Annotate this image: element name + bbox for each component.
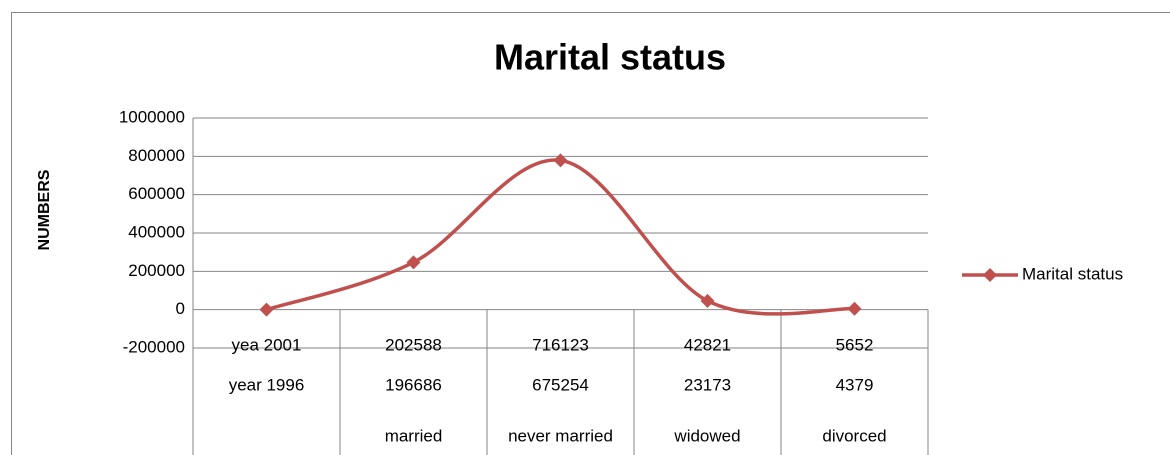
- x-tick-label: yea 2001: [232, 335, 302, 354]
- x-tick-label: 5652: [836, 335, 874, 354]
- x-tick-label: 202588: [385, 335, 442, 354]
- y-tick-label: 600000: [128, 184, 185, 203]
- x-tick-label: 42821: [684, 335, 731, 354]
- chart-border: [11, 12, 1170, 455]
- y-tick-label: 200000: [128, 261, 185, 280]
- x-tick-label: widowed: [673, 426, 740, 445]
- x-tick-label: 196686: [385, 375, 442, 394]
- data-point: [847, 301, 862, 316]
- x-tick-label: year 1996: [229, 375, 305, 394]
- x-tick-label: 675254: [532, 375, 589, 394]
- y-tick-label: 0: [176, 299, 185, 318]
- x-tick-label: 23173: [684, 375, 731, 394]
- x-tick-label: never married: [508, 426, 613, 445]
- y-tick-label: 400000: [128, 222, 185, 241]
- y-tick-label: -200000: [123, 337, 185, 356]
- data-point: [553, 153, 568, 168]
- legend-label: Marital status: [1022, 264, 1123, 283]
- y-axis-title: NUMBERS: [36, 169, 53, 250]
- y-tick-label: 800000: [128, 146, 185, 165]
- x-tick-label: divorced: [822, 426, 886, 445]
- data-point: [259, 302, 274, 317]
- legend-marker: [983, 268, 997, 282]
- y-tick-label: 1000000: [119, 107, 185, 126]
- chart-title: Marital status: [494, 37, 726, 78]
- x-tick-label: 4379: [836, 375, 874, 394]
- data-point: [700, 293, 715, 308]
- x-tick-label: married: [385, 426, 443, 445]
- x-tick-label: 716123: [532, 335, 589, 354]
- data-point: [406, 255, 421, 270]
